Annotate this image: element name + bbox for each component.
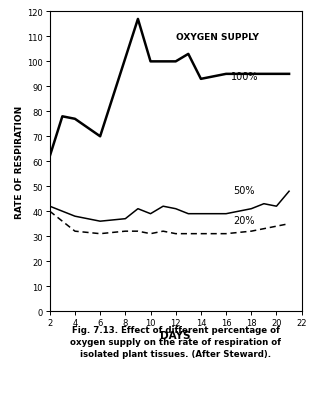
Text: OXYGEN SUPPLY: OXYGEN SUPPLY — [176, 33, 258, 42]
Y-axis label: RATE OF RESPIRATION: RATE OF RESPIRATION — [15, 105, 24, 218]
Text: 20%: 20% — [234, 216, 255, 225]
Text: 100%: 100% — [231, 72, 259, 82]
Text: Fig. 7.13. Effect of different percentage of
oxygen supply on the rate of respir: Fig. 7.13. Effect of different percentag… — [70, 325, 281, 358]
Text: 50%: 50% — [234, 186, 255, 196]
X-axis label: DAYS: DAYS — [160, 330, 191, 340]
